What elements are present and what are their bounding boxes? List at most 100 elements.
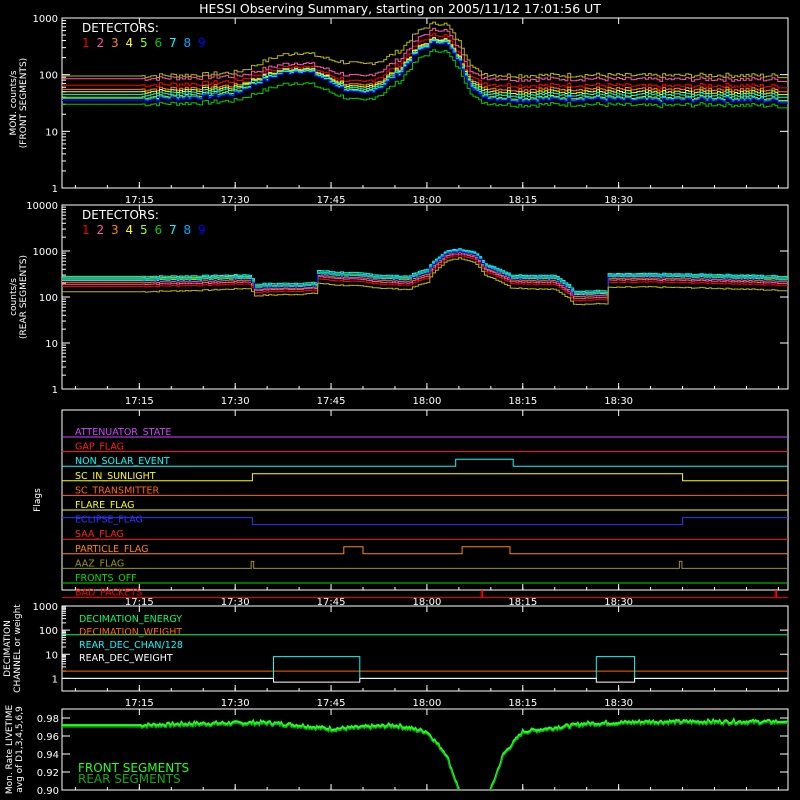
decimation-ytick-label: 1 <box>52 674 58 685</box>
livetime-frame <box>61 708 789 791</box>
front-xtick-label: 17:30 <box>221 195 250 206</box>
front-legend-digit: 1 <box>82 36 90 50</box>
livetime-ytick-label: 0.90 <box>37 786 59 797</box>
rear-xtick-label: 17:45 <box>317 396 346 407</box>
flag-label: FRONTS_OFF <box>75 573 137 584</box>
livetime-series <box>62 720 788 790</box>
front-xtick-label: 18:15 <box>508 195 537 206</box>
front-legend-digit: 7 <box>169 36 177 50</box>
livetime-ylabel: avg of D1,3,4,5,6,9 <box>15 706 25 793</box>
decimation-xtick-label: 18:30 <box>604 698 633 709</box>
flags-xtick-label: 18:15 <box>508 597 537 608</box>
rear-series-9 <box>62 250 788 297</box>
figure-title: HESSI Observing Summary, starting on 200… <box>199 1 601 16</box>
rear-xtick-label: 18:30 <box>604 396 633 407</box>
rear-legend-digit: 4 <box>126 223 134 237</box>
flags-xtick-label: 18:00 <box>413 597 442 608</box>
front-ytick-label: 10 <box>45 127 58 138</box>
front-xtick-label: 18:00 <box>413 195 442 206</box>
rear-xtick-label: 18:15 <box>508 396 537 407</box>
rear-ylabel: counts/s <box>9 278 19 316</box>
flag-trace <box>62 560 788 569</box>
decimation-xtick-label: 17:15 <box>125 698 154 709</box>
flags-xtick-label: 17:15 <box>125 597 154 608</box>
flag-label: SC_TRANSMITTER <box>75 485 160 496</box>
decimation-series <box>62 677 788 683</box>
front-xtick-label: 18:30 <box>604 195 633 206</box>
front-legend-title: DETECTORS: <box>82 21 159 35</box>
rear-ytick-label: 10000 <box>26 201 58 212</box>
decimation-ytick-label: 100 <box>39 626 58 637</box>
livetime-ytick-label: 0.94 <box>37 750 59 761</box>
rear-legend-title: DETECTORS: <box>82 208 159 222</box>
decimation-xtick-label: 17:45 <box>317 698 346 709</box>
flag-label: BAD_PACKETS <box>75 588 142 599</box>
front-ylabel: MON. counts/s <box>9 70 19 135</box>
flag-label: GAP_FLAG <box>75 442 124 453</box>
rear-legend-digit: 1 <box>82 223 90 237</box>
rear-legend-digit: 7 <box>169 223 177 237</box>
decimation-ylabel: DECIMATION <box>3 620 13 677</box>
rear-legend-digit: 6 <box>155 223 163 237</box>
decimation-ytick-label: 10 <box>45 650 58 661</box>
rear-series-olive <box>62 257 788 306</box>
flag-label: FLARE_FLAG <box>75 500 135 511</box>
front-ytick-label: 1 <box>52 184 58 195</box>
flags-frame <box>61 409 789 591</box>
flags-xtick-label: 17:30 <box>221 597 250 608</box>
decimation-legend: REAR_DEC_CHAN/128 <box>79 640 183 651</box>
rear-xtick-label: 17:15 <box>125 396 154 407</box>
flag-label: SC_IN_SUNLIGHT <box>75 471 156 482</box>
front-legend-digit: 6 <box>155 36 163 50</box>
rear-legend-digit: 8 <box>184 223 192 237</box>
flag-label: NON_SOLAR_EVENT <box>75 456 170 467</box>
flag-trace <box>62 546 788 555</box>
flag-label: SAA_FLAG <box>75 529 124 540</box>
rear-legend-digit: 3 <box>111 223 119 237</box>
panel-rear: 17:15 17:30 17:45 18:00 18:15 18:30 1 10 100 1000… <box>9 201 789 407</box>
front-series-olive <box>62 21 788 79</box>
decimation-xtick-label: 18:00 <box>413 698 442 709</box>
rear-series-8 <box>62 249 788 295</box>
front-xtick-label: 17:45 <box>317 195 346 206</box>
panel-front: 17:15 17:30 17:45 18:00 18:15 18:30 1 10 100 1000… <box>9 14 789 206</box>
flag-trace <box>62 458 788 467</box>
rear-series-1 <box>62 254 788 302</box>
livetime-legend: REAR SEGMENTS <box>78 772 181 786</box>
rear-ylabel: (REAR SEGMENTS) <box>19 255 29 339</box>
front-ytick-label: 100 <box>39 71 58 82</box>
rear-ytick-label: 1000 <box>33 247 58 258</box>
rear-legend-digit: 9 <box>198 223 206 237</box>
front-ylabel: (FRONT SEGMENTS) <box>19 58 29 148</box>
decimation-xtick-label: 18:15 <box>508 698 537 709</box>
front-legend-digit: 9 <box>198 36 206 50</box>
decimation-ytick-label: 1000 <box>33 602 58 613</box>
flag-trace <box>62 517 788 526</box>
flags-xtick-label: 17:45 <box>317 597 346 608</box>
panel-decimation: 17:15 17:30 17:45 18:00 18:15 18:30 1 10 100 1000… <box>3 602 789 709</box>
front-legend-digit: 2 <box>97 36 105 50</box>
rear-xtick-label: 18:00 <box>413 396 442 407</box>
front-legend-digit: 4 <box>126 36 134 50</box>
front-series-1 <box>62 33 788 89</box>
decimation-legend: DECIMATION_ENERGY <box>79 614 182 625</box>
flags-ylabel: Flags <box>33 488 43 512</box>
livetime-ylabel: Mon. Rate LIVETIME <box>5 705 15 795</box>
rear-ytick-label: 10 <box>45 339 58 350</box>
rear-series-2 <box>62 252 788 300</box>
livetime-legend: FRONT SEGMENTS <box>78 761 189 775</box>
front-series-2 <box>62 27 788 82</box>
rear-xtick-label: 17:30 <box>221 396 250 407</box>
rear-legend-digit: 5 <box>140 223 148 237</box>
panels: 17:15 17:30 17:45 18:00 18:15 18:301101001000… <box>3 14 789 797</box>
livetime-ytick-label: 0.92 <box>37 768 59 779</box>
panel-livetime: 0.90 0.92 0.94 0.96 0.98 Mon. Rate LIVETIME av… <box>5 705 789 797</box>
livetime-ytick-label: 0.96 <box>37 732 59 743</box>
decimation-ylabel: CHANNEL or weight <box>13 604 23 693</box>
front-legend-digit: 8 <box>184 36 192 50</box>
flag-label: ECLIPSE_FLAG <box>75 515 143 526</box>
rear-legend-digit: 2 <box>97 223 105 237</box>
flag-label: ATTENUATOR_STATE <box>75 427 171 438</box>
